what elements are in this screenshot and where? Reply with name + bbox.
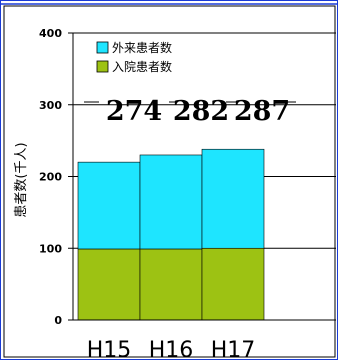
total-label-H16: 282 — [173, 96, 229, 127]
y-tick-label-200: 200 — [39, 171, 62, 184]
legend-label-outpatient: 外来患者数 — [112, 40, 172, 55]
x-axis-labels: H15 H16 H17 — [87, 338, 256, 360]
bar-H16-inpatient — [139, 248, 203, 321]
bar-H17-outpatient — [201, 148, 265, 249]
y-axis: 0 100 200 300 400 — [39, 27, 336, 327]
total-label-H17: 287 — [234, 96, 290, 127]
y-axis-label: 患者数(千人) — [14, 142, 29, 217]
legend-label-inpatient: 入院患者数 — [112, 59, 172, 74]
y-tick-label-100: 100 — [39, 242, 62, 255]
bars — [77, 148, 265, 321]
bar-H16-outpatient — [139, 154, 203, 250]
legend-swatch-inpatient — [96, 60, 109, 73]
y-tick-label-0: 0 — [54, 314, 62, 327]
total-label-H15: 274 — [106, 96, 162, 127]
x-tick-label-H16: H16 — [149, 338, 194, 360]
y-tick-label-400: 400 — [39, 27, 62, 40]
plot-frame — [3, 5, 336, 358]
bar-H15-outpatient — [77, 161, 141, 250]
bar-H15-inpatient — [77, 248, 141, 321]
x-tick-label-H17: H17 — [211, 338, 256, 360]
total-labels: 274 282 287 — [84, 96, 296, 127]
y-tick-label-300: 300 — [39, 99, 62, 112]
x-tick-label-H15: H15 — [87, 338, 132, 360]
legend-swatch-outpatient — [96, 41, 109, 54]
bar-H17-inpatient — [201, 247, 265, 321]
